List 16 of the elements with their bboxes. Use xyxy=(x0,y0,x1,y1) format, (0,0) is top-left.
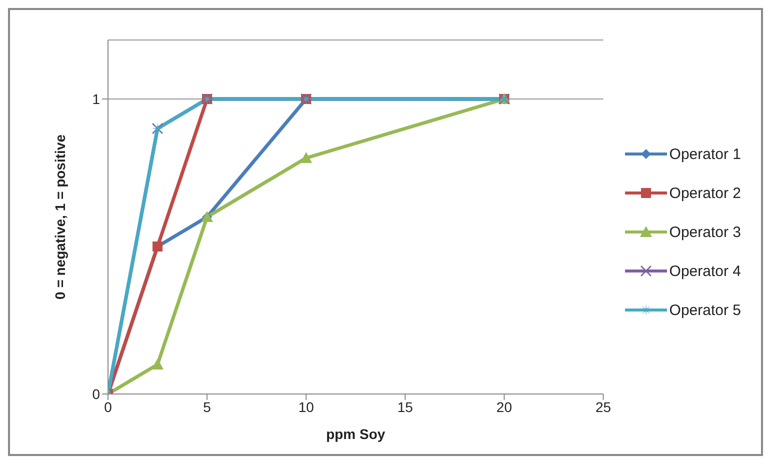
legend-label: Operator 2 xyxy=(669,184,741,202)
x-axis-title: ppm Soy xyxy=(326,426,386,442)
x-tick-label: 15 xyxy=(397,398,414,415)
y-tick-label: 1 xyxy=(92,90,100,107)
x-tick-label: 25 xyxy=(595,398,612,415)
point xyxy=(152,358,164,370)
y-axis-title: 0 = negative, 1 = positive xyxy=(52,134,68,300)
legend-label: Operator 1 xyxy=(669,146,741,162)
point xyxy=(300,152,312,163)
x-tick-label: 10 xyxy=(298,398,314,415)
x-tick-label: 0 xyxy=(104,398,112,415)
legend-label: Operator 4 xyxy=(669,262,741,280)
x-tick-label: 20 xyxy=(496,398,512,415)
legend-label: Operator 3 xyxy=(669,224,741,240)
x-tick-label: 5 xyxy=(203,398,212,415)
legend-label: Operator 5 xyxy=(669,302,741,318)
